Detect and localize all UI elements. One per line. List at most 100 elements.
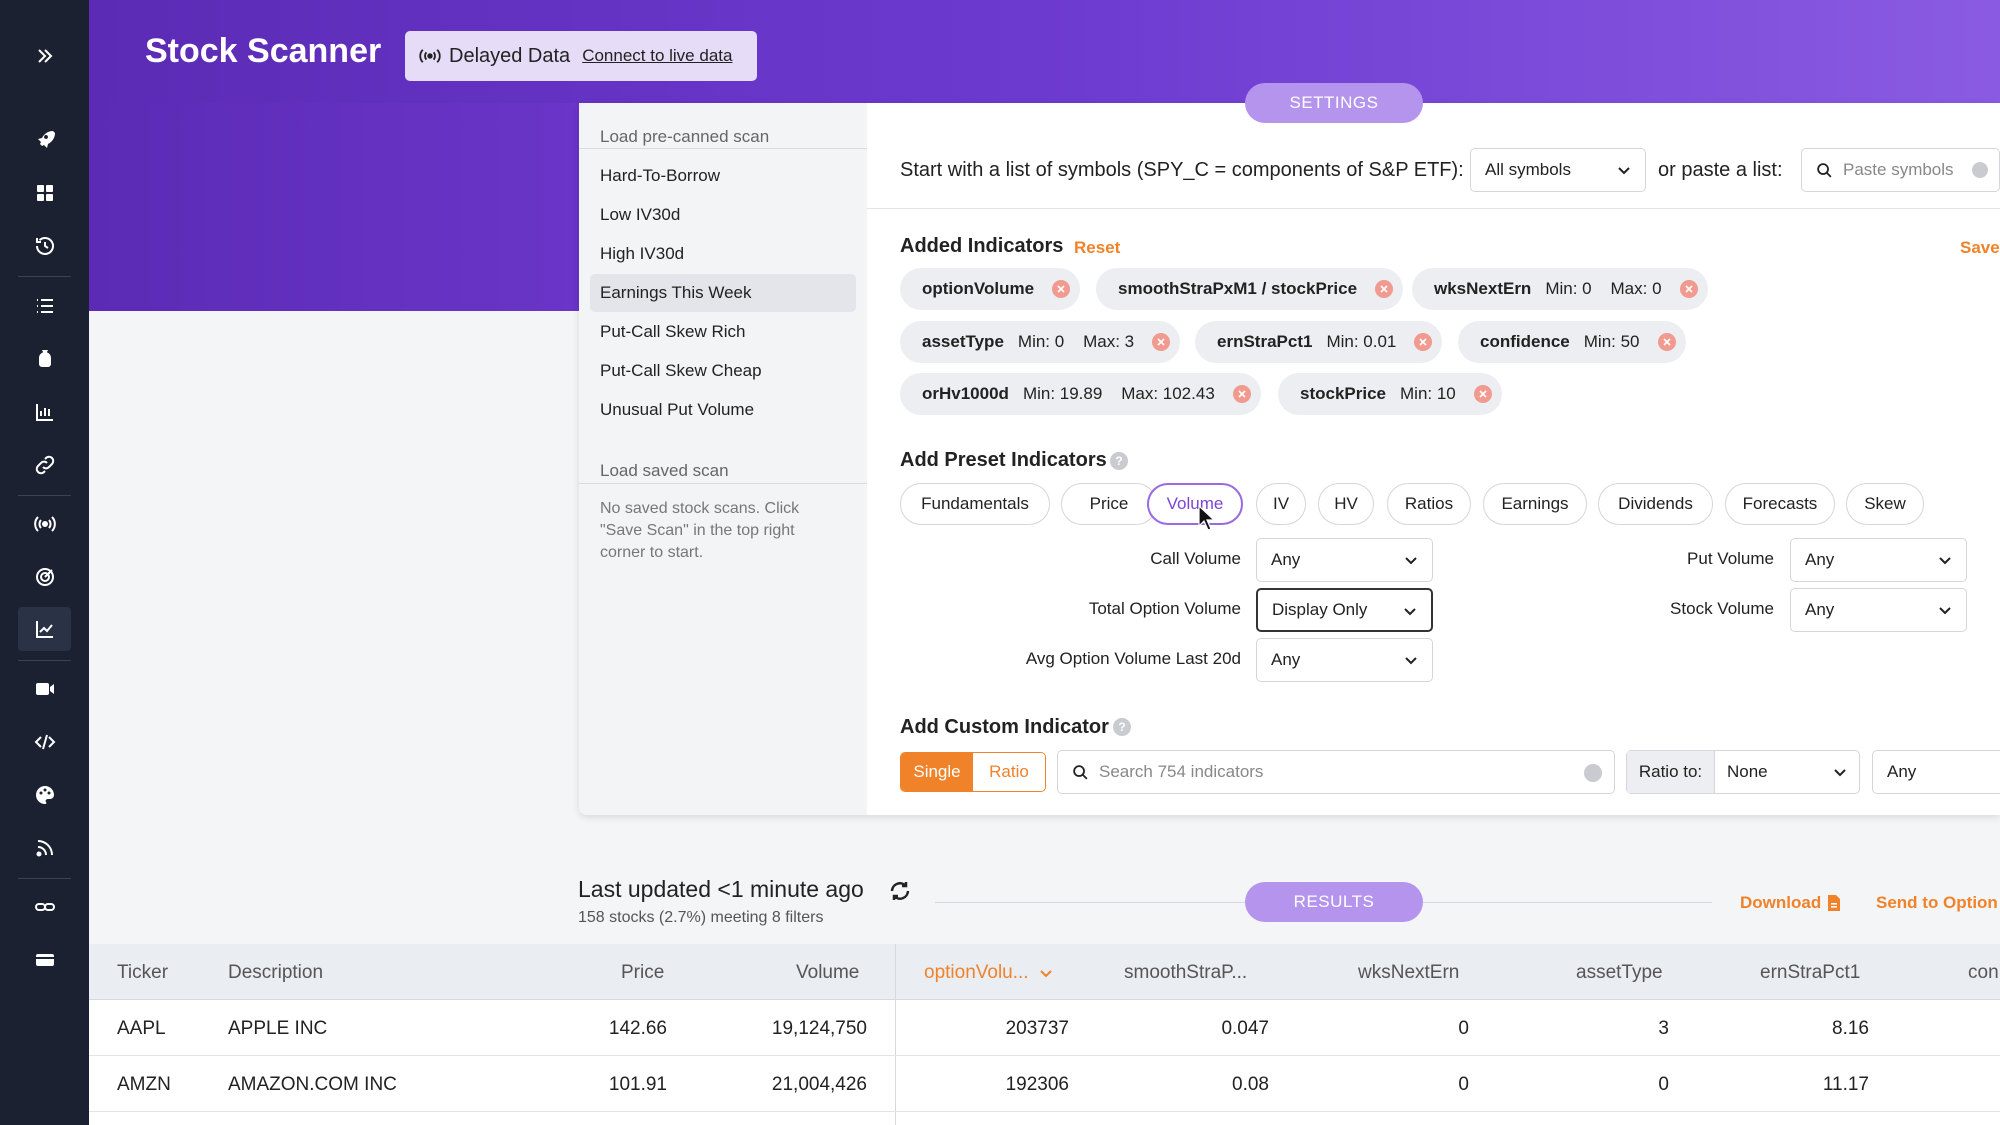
rocket-icon[interactable] [0,118,89,162]
column-header-optionvolume-label: optionVolu... [924,962,1029,983]
column-header-optionvolume[interactable]: optionVolu... [924,962,1053,984]
remove-chip-icon[interactable] [1679,280,1698,298]
mouse-cursor-icon [1198,505,1216,531]
refresh-icon[interactable] [888,879,912,903]
column-header-description[interactable]: Description [228,962,324,983]
history-icon[interactable] [0,224,89,268]
precanned-scan-heading: Load pre-canned scan [600,127,770,146]
search-icon [1817,162,1832,178]
cell-ticker[interactable]: AAPL [117,1018,166,1039]
cell-ticker[interactable]: AMZN [117,1074,171,1095]
put-volume-select[interactable]: Any [1790,538,1967,582]
tab-settings[interactable]: SETTINGS [1245,83,1423,123]
column-header-price[interactable]: Price [621,962,665,983]
download-link[interactable]: Download [1740,893,1841,913]
video-icon[interactable] [0,667,89,711]
broadcast-icon [419,49,441,63]
toggle-single[interactable]: Single [901,753,973,791]
total-option-volume-select[interactable]: Display Only [1256,588,1433,632]
ratio-to-value: None [1727,762,1768,781]
header-band-lower [89,103,579,311]
help-icon[interactable]: ? [1110,452,1128,470]
avg-option-volume-select[interactable]: Any [1256,638,1433,682]
link-icon[interactable] [0,443,89,487]
clear-icon[interactable] [1971,162,1988,178]
delayed-data-label: Delayed Data [449,44,571,67]
reset-link[interactable]: Reset [1074,238,1121,257]
put-volume-value: Any [1805,550,1835,569]
preset-fundamentals[interactable]: Fundamentals [900,483,1050,525]
line-chart-icon[interactable] [0,607,89,651]
help-icon[interactable]: ? [1113,718,1131,736]
preset-ratios[interactable]: Ratios [1387,483,1471,525]
chain-icon[interactable] [0,885,89,929]
broadcast-icon[interactable] [0,502,89,546]
stock-volume-label: Stock Volume [1670,599,1774,618]
remove-chip-icon[interactable] [1375,280,1394,298]
column-header-ticker[interactable]: Ticker [117,962,169,983]
column-header-confidence[interactable]: con [1968,962,1999,983]
chip-name: stockPrice [1300,384,1386,403]
money-bag-icon[interactable] [0,337,89,381]
remove-chip-icon[interactable] [1473,385,1492,403]
remove-chip-icon[interactable] [1052,280,1071,298]
call-volume-select[interactable]: Any [1256,538,1433,582]
remove-chip-icon[interactable] [1657,333,1676,351]
preset-volume[interactable]: Volume [1147,483,1243,525]
chip-range: Min: 0 Max: 3 [1017,332,1135,351]
chevron-down-icon [1405,557,1417,565]
column-header-wksnexterm[interactable]: wksNextErn [1358,962,1460,983]
symbols-select[interactable]: All symbols [1470,148,1646,192]
custom-any-select[interactable]: Any [1872,750,2000,794]
scan-item-put-call-skew-cheap[interactable]: Put-Call Skew Cheap [600,361,762,380]
stock-volume-select[interactable]: Any [1790,588,1967,632]
bar-chart-icon[interactable] [0,390,89,434]
scan-item-low-iv30d[interactable]: Low IV30d [600,205,681,224]
toggle-ratio[interactable]: Ratio [973,753,1045,791]
chip-name: assetType [922,332,1004,351]
preset-dividends[interactable]: Dividends [1598,483,1713,525]
preset-forecasts[interactable]: Forecasts [1725,483,1835,525]
palette-icon[interactable] [0,773,89,817]
column-header-ernstrapct1[interactable]: ernStraPct1 [1760,962,1861,983]
scan-item-high-iv30d[interactable]: High IV30d [600,244,685,263]
code-icon[interactable] [0,720,89,764]
clear-icon[interactable] [1584,764,1602,782]
list-icon[interactable] [0,284,89,328]
expand-icon[interactable] [0,34,89,78]
preset-price[interactable]: Price [1061,483,1157,525]
column-header-volume[interactable]: Volume [796,962,860,983]
column-header-assettype[interactable]: assetType [1576,962,1663,983]
sidebar-divider [18,660,71,661]
cell-ernstrapct1: 11.17 [1822,1074,1869,1095]
chevron-down-icon [1939,557,1951,565]
chip-name: wksNextErn [1434,279,1532,298]
column-header-smoothstrap[interactable]: smoothStraP... [1124,962,1248,983]
scan-item-earnings-this-week[interactable]: Earnings This Week [590,274,856,312]
preset-iv[interactable]: IV [1256,483,1306,525]
remove-chip-icon[interactable] [1232,385,1251,403]
scan-item-unusual-put-volume[interactable]: Unusual Put Volume [600,400,755,419]
target-icon[interactable] [0,555,89,599]
indicator-search-input[interactable]: Search 754 indicators [1057,750,1615,794]
tab-results[interactable]: RESULTS [1245,882,1423,922]
rss-icon[interactable] [0,826,89,870]
scan-item-hard-to-borrow[interactable]: Hard-To-Borrow [600,166,720,185]
remove-chip-icon[interactable] [1414,333,1433,351]
scan-item-put-call-skew-rich[interactable]: Put-Call Skew Rich [600,322,746,341]
paste-symbols-input[interactable]: Paste symbols [1801,148,2000,192]
paste-prompt: or paste a list: [1658,159,1783,181]
save-link[interactable]: Save [1960,238,2000,257]
ratio-to-select[interactable]: Ratio to: None [1626,750,1860,794]
preset-skew[interactable]: Skew [1846,483,1924,525]
cell-price: 142.66 [608,1018,667,1039]
cell-optionvolume: 203737 [1005,1018,1069,1039]
card-icon[interactable] [0,938,89,982]
dashboard-icon[interactable] [0,171,89,215]
total-option-volume-value: Display Only [1272,600,1368,619]
remove-chip-icon[interactable] [1152,333,1171,351]
preset-hv[interactable]: HV [1318,483,1374,525]
send-to-option-link[interactable]: Send to Option [1876,893,1998,912]
connect-live-data-link[interactable]: Connect to live data [582,46,733,65]
preset-earnings[interactable]: Earnings [1483,483,1587,525]
